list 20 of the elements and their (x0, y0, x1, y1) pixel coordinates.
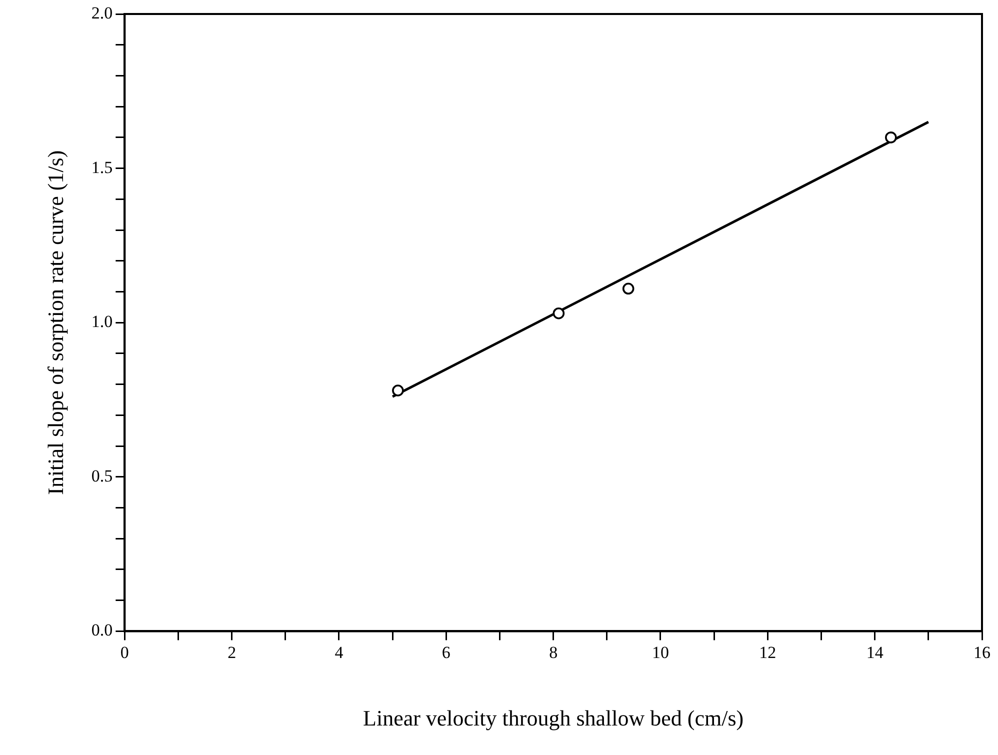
x-tick-label: 2 (228, 642, 236, 662)
x-tick-label: 14 (866, 642, 884, 662)
point (552, 307, 565, 320)
point (392, 384, 404, 396)
y-tick-label: 0.0 (91, 620, 113, 640)
x-tick-label: 12 (759, 642, 776, 662)
y-tick-label: 1.0 (91, 312, 113, 332)
point (885, 132, 897, 144)
point (622, 282, 634, 295)
x-tick-label: 0 (120, 642, 129, 662)
x-tick-label: 10 (652, 642, 669, 662)
x-tick-label: 4 (334, 642, 344, 662)
y-tick-label: 1.5 (91, 158, 113, 177)
x-tick-label: 16 (974, 642, 990, 662)
x-tick-label: 6 (442, 642, 450, 662)
y-tick-label: 2.0 (91, 3, 113, 22)
x-axis-title: Linear velocity through shallow bed (cm/s) (363, 706, 744, 731)
x-tick-label: 8 (549, 642, 558, 662)
y-axis-title: Initial slope of sorption rate curve (1/s) (42, 150, 68, 495)
y-tick-label: 0.5 (91, 466, 113, 486)
